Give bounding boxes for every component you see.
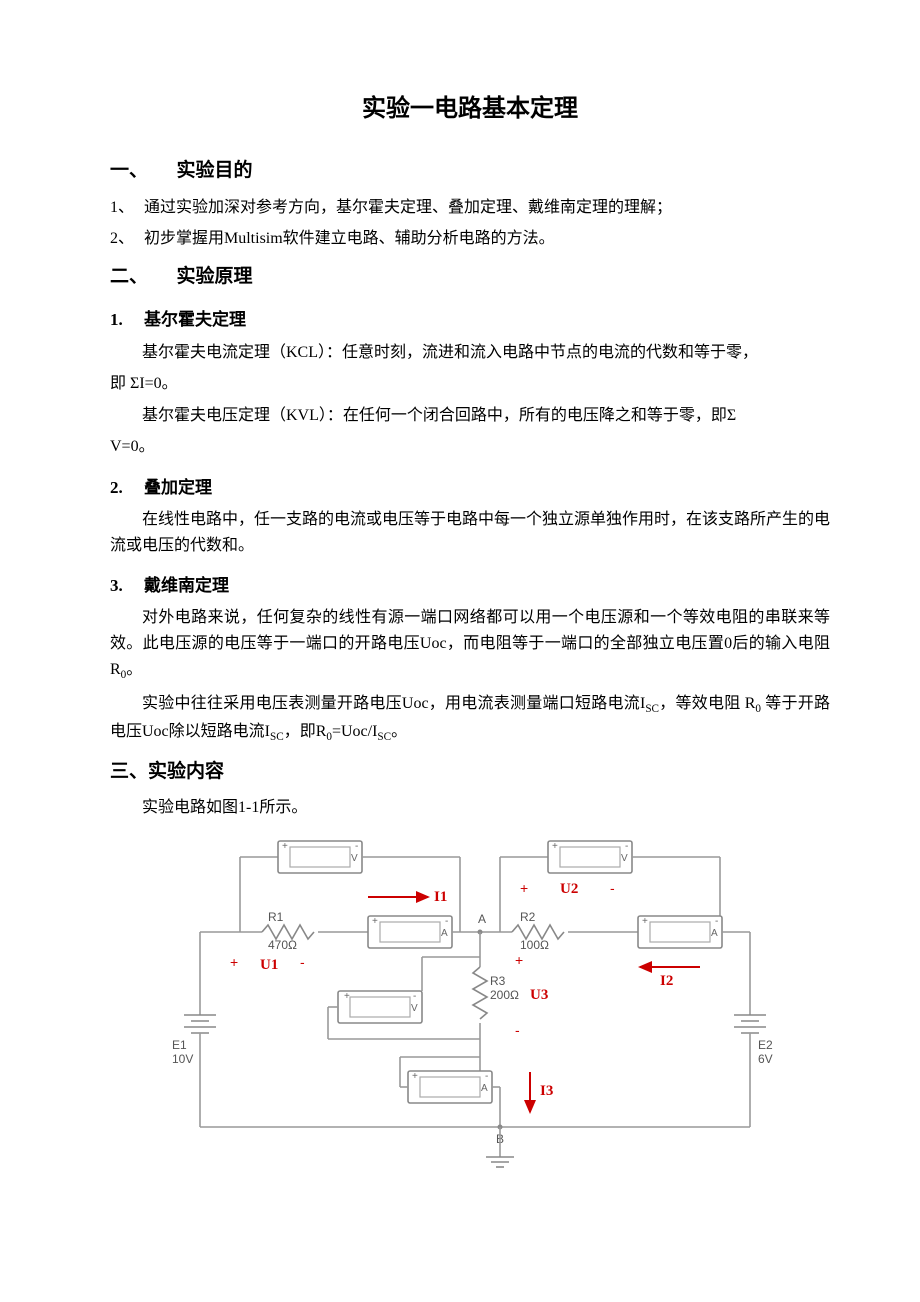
paragraph: 即 ΣI=0。 <box>110 371 830 397</box>
svg-text:U3: U3 <box>530 987 548 1003</box>
item-number: 2、 <box>110 226 144 252</box>
svg-text:I1: I1 <box>434 889 447 905</box>
svg-text:-: - <box>625 841 628 852</box>
svg-text:E2: E2 <box>758 1038 773 1052</box>
svg-text:E1: E1 <box>172 1038 187 1052</box>
svg-text:I2: I2 <box>660 973 673 989</box>
subsection-heading: 2. 叠加定理 <box>110 474 830 501</box>
svg-text:U1: U1 <box>260 957 278 973</box>
svg-text:+: + <box>344 991 350 1002</box>
svg-text:100Ω: 100Ω <box>520 938 549 952</box>
svg-text:-: - <box>485 1071 488 1082</box>
svg-text:A: A <box>481 1083 488 1094</box>
svg-text:+: + <box>520 880 528 896</box>
svg-text:-: - <box>300 954 305 970</box>
svg-text:A: A <box>478 912 486 926</box>
svg-text:A: A <box>441 928 448 939</box>
svg-text:6V: 6V <box>758 1052 773 1066</box>
paragraph: 基尔霍夫电压定理（KVL）：在任何一个闭合回路中，所有的电压降之和等于零，即Σ <box>110 403 830 429</box>
svg-text:470Ω: 470Ω <box>268 938 297 952</box>
paragraph: V=0。 <box>110 434 830 460</box>
subsection-heading: 3. 戴维南定理 <box>110 572 830 599</box>
svg-text:10V: 10V <box>172 1052 193 1066</box>
svg-text:I3: I3 <box>540 1083 553 1099</box>
subsection-heading: 1. 基尔霍夫定理 <box>110 306 830 333</box>
item-text: 通过实验加深对参考方向，基尔霍夫定理、叠加定理、戴维南定理的理解； <box>144 195 672 221</box>
list-item: 1、 通过实验加深对参考方向，基尔霍夫定理、叠加定理、戴维南定理的理解； <box>110 195 830 221</box>
svg-text:V: V <box>351 853 358 864</box>
list-item: 2、 初步掌握用Multisim软件建立电路、辅助分析电路的方法。 <box>110 226 830 252</box>
svg-text:R2: R2 <box>520 910 536 924</box>
page-title: 实验一电路基本定理 <box>110 90 830 128</box>
svg-text:-: - <box>355 841 358 852</box>
svg-text:-: - <box>715 916 718 927</box>
paragraph: 基尔霍夫电流定理（KCL）：任意时刻，流进和流入电路中节点的电流的代数和等于零， <box>110 340 830 366</box>
svg-text:-: - <box>445 916 448 927</box>
paragraph: 在线性电路中，任一支路的电流或电压等于电路中每一个独立源单独作用时，在该支路所产… <box>110 507 830 558</box>
paragraph: 实验中往往采用电压表测量开路电压Uoc，用电流表测量端口短路电流ISC，等效电阻… <box>110 691 830 747</box>
section-1-heading: 一、 实验目的 <box>110 156 830 186</box>
section-2-heading: 二、 实验原理 <box>110 262 830 292</box>
svg-text:+: + <box>552 841 558 852</box>
paragraph: 实验电路如图1-1所示。 <box>110 795 830 821</box>
svg-text:+: + <box>515 952 523 968</box>
svg-text:U2: U2 <box>560 881 578 897</box>
svg-text:R1: R1 <box>268 910 284 924</box>
svg-text:V: V <box>621 853 628 864</box>
svg-text:200Ω: 200Ω <box>490 988 519 1002</box>
section-3-heading: 三、实验内容 <box>110 757 830 787</box>
svg-text:-: - <box>515 1022 520 1038</box>
svg-text:+: + <box>372 916 378 927</box>
svg-text:A: A <box>711 928 718 939</box>
svg-text:V: V <box>411 1003 418 1014</box>
svg-text:+: + <box>282 841 288 852</box>
svg-text:+: + <box>412 1071 418 1082</box>
svg-text:-: - <box>610 880 615 896</box>
svg-text:+: + <box>642 916 648 927</box>
paragraph: 对外电路来说，任何复杂的线性有源一端口网络都可以用一个电压源和一个等效电阻的串联… <box>110 605 830 684</box>
svg-text:-: - <box>413 991 416 1002</box>
svg-text:R3: R3 <box>490 974 506 988</box>
item-number: 1、 <box>110 195 144 221</box>
item-text: 初步掌握用Multisim软件建立电路、辅助分析电路的方法。 <box>144 226 555 252</box>
svg-text:+: + <box>230 954 238 970</box>
circuit-diagram: + - V + - V R1 470Ω + - A A R2 100Ω + - … <box>110 827 830 1197</box>
